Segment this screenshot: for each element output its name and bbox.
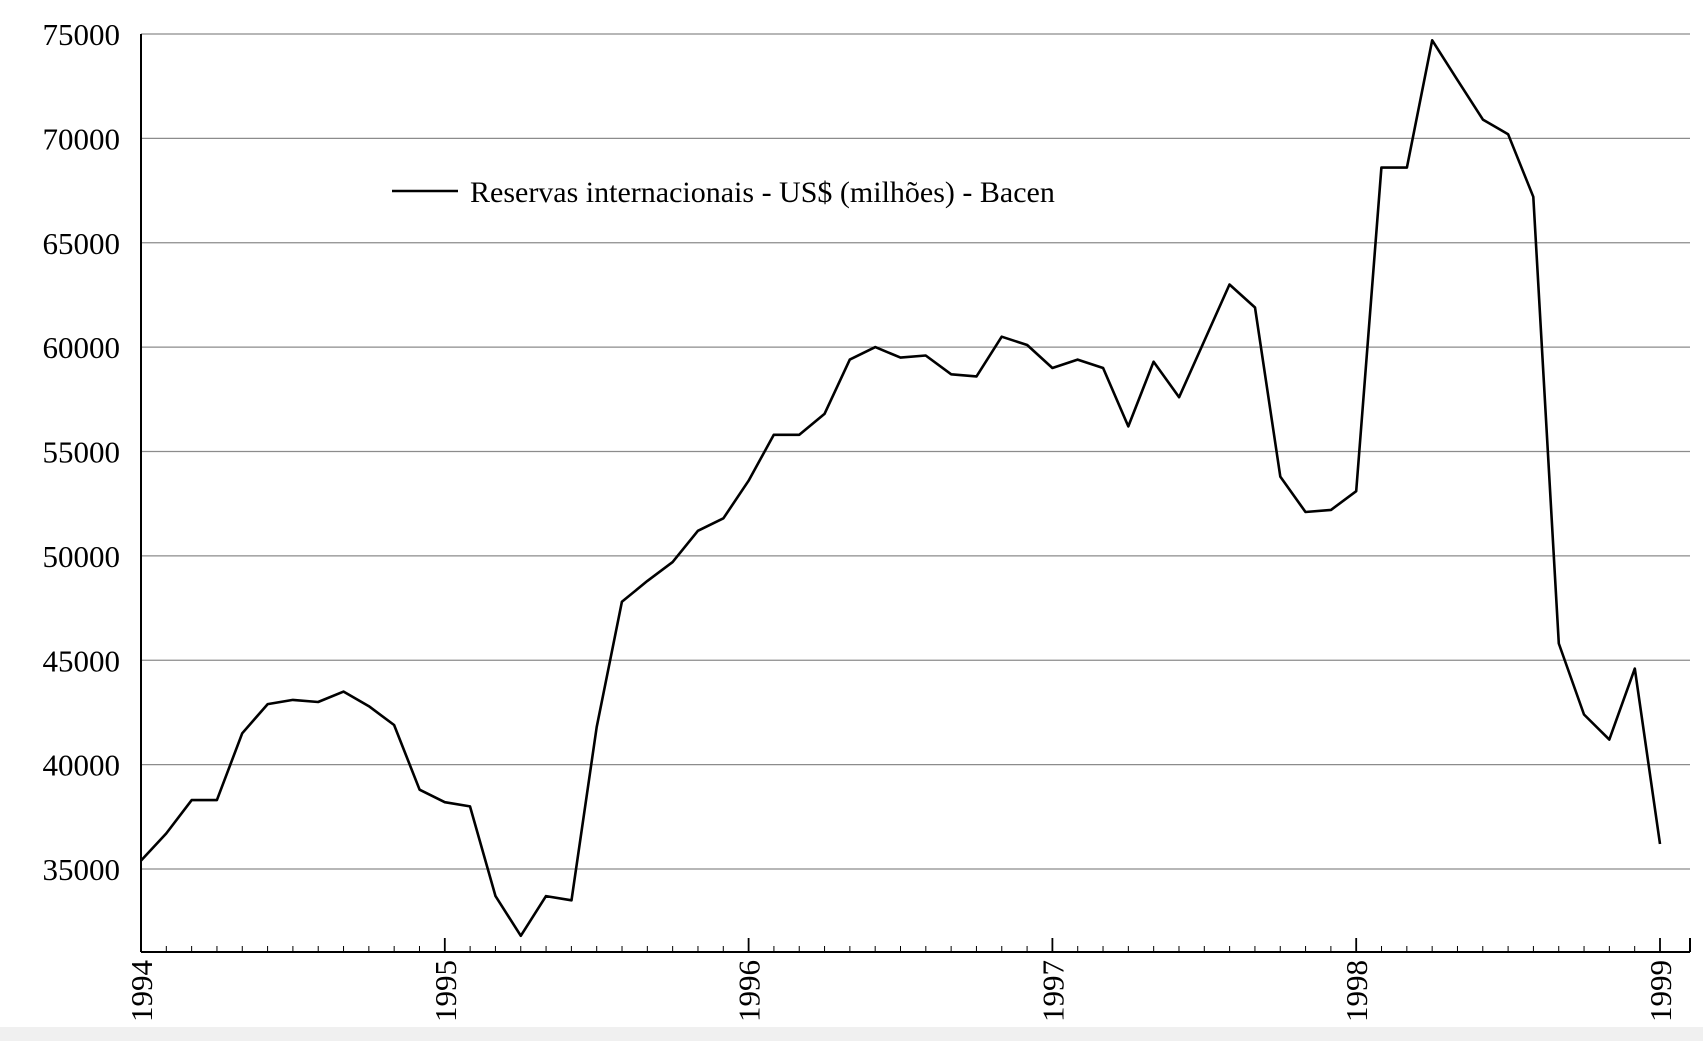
- y-tick-label: 75000: [43, 17, 121, 52]
- x-axis-ticks: 1994 1995 1996 1997 1998 1999: [124, 960, 1678, 1023]
- series-line: [141, 40, 1660, 936]
- y-tick-label: 50000: [43, 539, 121, 574]
- x-tick-label: 1997: [1035, 960, 1070, 1022]
- legend: Reservas internacionais - US$ (milhões) …: [392, 176, 1055, 209]
- axes: [141, 34, 1690, 952]
- y-tick-label: 40000: [43, 748, 121, 783]
- legend-entry-label: Reservas internacionais - US$ (milhões) …: [470, 176, 1055, 209]
- y-tick-label: 65000: [43, 226, 121, 261]
- y-tick-label: 45000: [43, 643, 121, 678]
- y-tick-label: 60000: [43, 330, 121, 365]
- x-tick-label: 1998: [1339, 960, 1374, 1022]
- gridlines: [141, 34, 1690, 869]
- y-axis-ticks: 35000 40000 45000 50000 55000 60000 65000 70000…: [43, 17, 121, 887]
- y-tick-label: 55000: [43, 435, 121, 470]
- y-tick-label: 35000: [43, 852, 121, 887]
- y-tick-label: 70000: [43, 121, 121, 156]
- series-layer: [141, 40, 1660, 936]
- x-tick-label: 1996: [732, 960, 767, 1022]
- footer-strip: [0, 1027, 1703, 1041]
- x-tick-label: 1995: [428, 960, 463, 1022]
- x-tick-label: 1999: [1643, 960, 1678, 1022]
- x-tick-label: 1994: [124, 960, 159, 1023]
